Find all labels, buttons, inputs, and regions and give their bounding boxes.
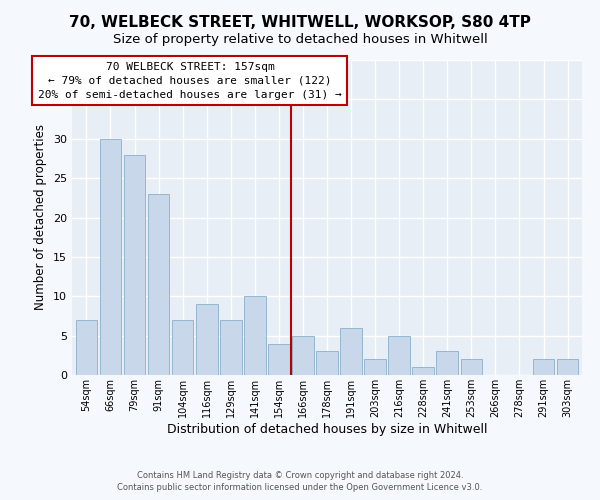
Bar	[268, 344, 290, 375]
X-axis label: Distribution of detached houses by size in Whitwell: Distribution of detached houses by size …	[167, 422, 487, 436]
Y-axis label: Number of detached properties: Number of detached properties	[34, 124, 47, 310]
Bar	[461, 359, 482, 375]
Text: Contains HM Land Registry data © Crown copyright and database right 2024.
Contai: Contains HM Land Registry data © Crown c…	[118, 471, 482, 492]
Text: 70, WELBECK STREET, WHITWELL, WORKSOP, S80 4TP: 70, WELBECK STREET, WHITWELL, WORKSOP, S…	[69, 15, 531, 30]
Bar	[364, 359, 386, 375]
Bar	[220, 320, 242, 375]
Bar	[100, 138, 121, 375]
Bar	[124, 154, 145, 375]
Bar	[436, 352, 458, 375]
Bar	[76, 320, 97, 375]
Bar	[172, 320, 193, 375]
Bar	[533, 359, 554, 375]
Bar	[292, 336, 314, 375]
Bar	[388, 336, 410, 375]
Bar	[148, 194, 169, 375]
Bar	[557, 359, 578, 375]
Bar	[412, 367, 434, 375]
Text: Size of property relative to detached houses in Whitwell: Size of property relative to detached ho…	[113, 32, 487, 46]
Text: 70 WELBECK STREET: 157sqm
← 79% of detached houses are smaller (122)
20% of semi: 70 WELBECK STREET: 157sqm ← 79% of detac…	[38, 62, 342, 100]
Bar	[244, 296, 266, 375]
Bar	[340, 328, 362, 375]
Bar	[316, 352, 338, 375]
Bar	[196, 304, 218, 375]
